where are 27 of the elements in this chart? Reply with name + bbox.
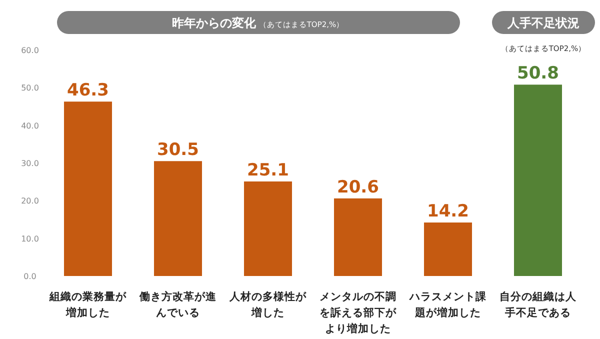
text: 人手不足状況 <box>506 16 580 30</box>
y-tick-label: 20.0 <box>21 196 39 206</box>
data-label: 50.8 <box>517 64 559 84</box>
x-tick-label: 働き方改革が進んでいる <box>138 290 218 321</box>
y-tick-label: 60.0 <box>21 46 39 55</box>
bar <box>514 84 562 276</box>
data-label: 30.5 <box>157 140 199 160</box>
x-tick-label: 人材の多様性が増した <box>228 290 308 321</box>
x-tick-label: ハラスメント課題が増加した <box>408 290 488 321</box>
bar <box>424 222 472 276</box>
y-tick-label: 0.0 <box>24 272 36 281</box>
data-label: 20.6 <box>337 177 379 198</box>
x-tick-label: 組織の業務量が増加した <box>48 290 128 321</box>
chart-title: 昨年からの変化 <box>172 16 257 30</box>
data-label: 14.2 <box>427 202 469 222</box>
y-tick-label: 10.0 <box>21 234 39 244</box>
x-tick-label: 自分の組織は人手不足である <box>498 290 578 321</box>
data-label: 25.1 <box>247 160 289 180</box>
bar <box>154 161 202 276</box>
data-label: 46.3 <box>67 80 109 101</box>
y-tick-label: 40.0 <box>21 121 39 130</box>
x-tick-label: メンタルの不調を訴える部下がより増加した <box>318 290 398 337</box>
bar <box>334 198 382 276</box>
y-tick-label: 30.0 <box>21 159 39 168</box>
y-tick-label: 50.0 <box>21 84 39 93</box>
bar <box>64 102 112 276</box>
bar <box>244 181 292 276</box>
